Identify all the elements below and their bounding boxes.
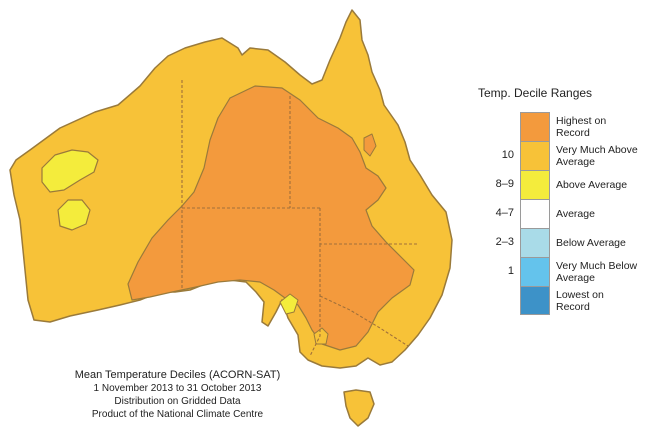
legend-swatch	[520, 112, 550, 141]
interior-highest-on-record-region	[127, 85, 415, 351]
legend-row-average: 4–7 Average	[478, 199, 638, 228]
qld-coastal-highest-patch	[363, 133, 377, 157]
australia-map-svg	[9, 9, 453, 427]
legend-swatch	[520, 170, 550, 199]
caption-period: 1 November 2013 to 31 October 2013	[93, 383, 262, 394]
legend-swatch	[520, 228, 550, 257]
legend-row-lowest: Lowest on Record	[478, 286, 638, 315]
map-caption: Mean Temperature Deciles (ACORN-SAT) 1 N…	[20, 369, 335, 421]
legend-label: Below Average	[556, 236, 626, 249]
legend-range	[478, 112, 514, 141]
legend-label: Lowest on Record	[556, 288, 604, 313]
legend-range: 2–3	[495, 236, 514, 248]
wa-north-above-average-region	[41, 149, 99, 193]
tasmania-region	[343, 389, 375, 427]
legend-label: Average	[556, 207, 595, 220]
legend-swatch	[520, 141, 550, 170]
state-borders	[181, 80, 418, 357]
legend-swatch	[520, 199, 550, 228]
legend-row-very-much-below: 1 Very Much Below Average	[478, 257, 638, 286]
caption-product: Product of the National Climate Centre	[91, 409, 264, 420]
legend-row-above-average: 8–9 Above Average	[478, 170, 638, 199]
legend-range: 10	[501, 149, 514, 161]
legend: Temp. Decile Ranges Highest on Record 10…	[478, 86, 638, 315]
legend-label: Above Average	[556, 178, 628, 191]
australia-map	[9, 9, 453, 427]
legend-row-below-average: 2–3 Below Average	[478, 228, 638, 257]
legend-row-very-much-above: 10 Very Much Above Average	[478, 141, 638, 170]
sa-nsw-vic-border	[309, 244, 321, 357]
legend-range: 1	[507, 265, 514, 277]
caption-distribution: Distribution on Gridded Data	[114, 396, 241, 407]
caption-title: Mean Temperature Deciles (ACORN-SAT)	[74, 369, 281, 381]
legend-label: Highest on Record	[556, 114, 607, 139]
legend-rows: Highest on Record 10 Very Much Above Ave…	[478, 112, 638, 315]
legend-range	[478, 286, 514, 315]
wa-south-above-average-region	[57, 199, 91, 231]
legend-swatch	[520, 257, 550, 286]
legend-range: 4–7	[495, 207, 514, 219]
legend-row-highest: Highest on Record	[478, 112, 638, 141]
legend-title: Temp. Decile Ranges	[478, 86, 593, 100]
sa-above-average-patch	[279, 293, 299, 315]
legend-label: Very Much Below Average	[556, 259, 638, 284]
legend-range: 8–9	[495, 178, 514, 190]
legend-swatch	[520, 286, 550, 315]
legend-label: Very Much Above Average	[556, 143, 638, 168]
nsw-vic-border	[319, 295, 409, 347]
